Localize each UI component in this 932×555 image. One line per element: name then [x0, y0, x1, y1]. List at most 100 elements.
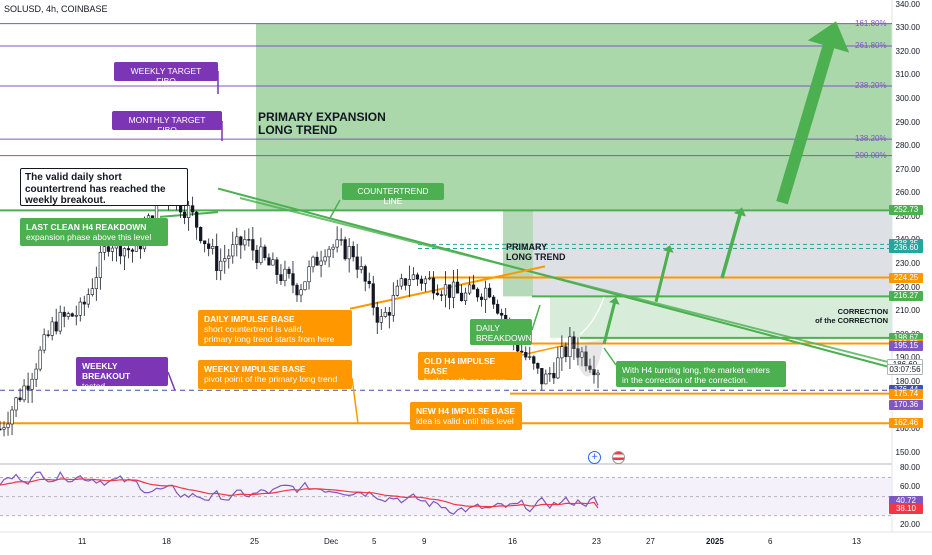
- candle-body: [524, 352, 528, 358]
- candle-body: [299, 289, 303, 296]
- y-tick-label: 280.00: [895, 141, 920, 151]
- candle-body: [247, 239, 251, 241]
- x-tick-label: 6: [768, 537, 773, 546]
- candle-body: [323, 256, 327, 262]
- daily-breakdown-label: DAILY BREAKDOWN: [470, 319, 532, 345]
- candle-body: [2, 427, 6, 430]
- candle-body: [548, 373, 552, 375]
- candle-body: [191, 205, 195, 213]
- price-tag: 175.74: [889, 388, 923, 399]
- candle-body: [536, 363, 540, 369]
- x-tick-label: 2025: [706, 537, 724, 546]
- candle-body: [14, 397, 18, 411]
- y-tick-label: 160.00: [895, 424, 920, 433]
- candle-body: [355, 256, 359, 270]
- candle-body: [98, 252, 102, 278]
- rsi-tag: 40.72: [889, 496, 923, 507]
- candle-body: [283, 268, 287, 282]
- x-tick-label: 13: [852, 537, 861, 546]
- primary-long-zone-edge: [503, 210, 533, 297]
- candle-body: [423, 278, 428, 284]
- rsi-tick-label: 20.00: [899, 520, 920, 530]
- x-tick-label: 9: [422, 537, 427, 546]
- candle-body: [351, 246, 355, 258]
- candle-body: [122, 248, 127, 257]
- candle-body: [187, 205, 191, 218]
- candle-body: [532, 356, 536, 364]
- candle-body: [447, 284, 452, 298]
- candle-body: [211, 246, 215, 249]
- candle-body: [399, 278, 403, 287]
- daily-short-note: The valid daily short countertrend has r…: [20, 168, 188, 206]
- candle-body: [311, 256, 315, 268]
- candle-body: [303, 281, 307, 291]
- candle-body: [102, 246, 106, 253]
- primary-long-trend-label: PRIMARY LONG TREND: [506, 242, 566, 262]
- price-tag: 198.67: [889, 332, 923, 343]
- pointer-weekly-impulse: [351, 377, 359, 424]
- projection-arrow-4: [776, 21, 850, 205]
- pointer-h4-turning: [603, 347, 617, 366]
- candle-body: [110, 247, 114, 252]
- candle-body: [94, 277, 98, 290]
- candle-body: [584, 351, 588, 367]
- candle-body: [419, 278, 424, 284]
- pointer-weekly-breakout: [167, 371, 176, 391]
- y-tick-label: 190.00: [895, 353, 920, 363]
- pointer-old-h4: [521, 342, 573, 356]
- price-tag: 224.25: [889, 272, 923, 283]
- candle-body: [86, 294, 90, 305]
- candle-body: [403, 278, 407, 286]
- fibo-level-label: 138.20%: [855, 134, 887, 144]
- candle-body: [492, 296, 496, 305]
- candle-body: [227, 255, 231, 259]
- candle-body: [30, 378, 34, 390]
- candle-body: [455, 281, 460, 294]
- weekly-target-label: WEEKLY TARGET FIBO: [114, 62, 218, 86]
- new-h4-label: NEW H4 IMPULSE BASE idea is valid until …: [410, 402, 522, 430]
- candle-body: [271, 259, 275, 266]
- h4-turning-label: With H4 turning long, the market enters …: [616, 361, 786, 387]
- candle-body: [183, 211, 187, 218]
- candle-body: [431, 277, 436, 294]
- daily-impulse-label: DAILY IMPULSE BASE short countertrend is…: [198, 310, 352, 346]
- x-tick-label: 18: [162, 537, 171, 546]
- candle-body: [307, 266, 311, 283]
- candle-body: [407, 279, 411, 286]
- y-tick-label: 210.00: [895, 306, 920, 316]
- monthly-target-label: MONTHLY TARGET FIBO: [112, 111, 222, 135]
- candle-body: [223, 258, 227, 262]
- candle-body: [459, 292, 464, 302]
- correction-curve: [579, 296, 605, 336]
- candle-body: [130, 249, 135, 252]
- rsi-tick-label: 80.00: [899, 462, 920, 472]
- candle-body: [106, 246, 110, 252]
- us-flag-icon: [612, 451, 625, 464]
- primary-expansion-title: PRIMARY EXPANSION LONG TREND: [258, 110, 386, 137]
- y-tick-label: 180.00: [895, 376, 920, 386]
- candle-body: [0, 428, 2, 431]
- candle-body: [219, 260, 223, 271]
- rsi-tag: 38.10: [889, 503, 923, 514]
- price-tag: 195.15: [889, 341, 923, 352]
- rsi-tick-label: 60.00: [899, 482, 920, 491]
- candle-body: [568, 336, 572, 358]
- candle-body: [78, 301, 82, 316]
- candle-body: [427, 277, 432, 280]
- correction-label: CORRECTION of the CORRECTION: [815, 307, 888, 325]
- fibo-level-label: 261.80%: [855, 40, 887, 50]
- x-tick-label: Dec: [324, 537, 339, 546]
- y-tick-label: 330.00: [895, 23, 920, 33]
- price-tag: 162.46: [889, 418, 923, 429]
- projection-arrow-3: [720, 207, 746, 279]
- price-tag: 170.36: [889, 399, 923, 410]
- candle-body: [38, 349, 42, 370]
- candle-body: [251, 239, 255, 251]
- candle-body: [291, 273, 295, 286]
- candle-body: [235, 236, 239, 245]
- candle-body: [488, 287, 492, 298]
- add-icon[interactable]: +: [588, 451, 601, 464]
- candle-body: [331, 246, 335, 250]
